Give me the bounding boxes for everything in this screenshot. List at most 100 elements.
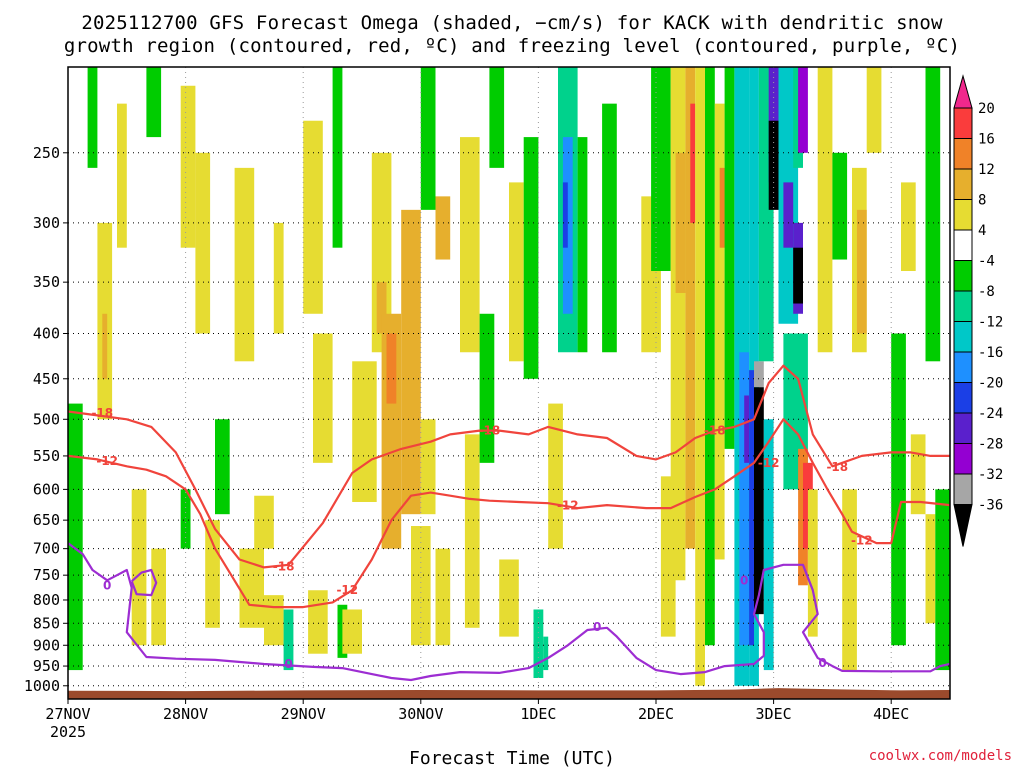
x-tick-label: 4DEC	[873, 705, 909, 723]
y-tick-label: 250	[33, 144, 60, 162]
omega-cell	[754, 387, 764, 615]
omega-cell	[602, 103, 617, 353]
contour-label: -12	[96, 454, 118, 468]
omega-cell	[117, 103, 127, 248]
omega-cell	[499, 559, 519, 637]
omega-cell	[523, 137, 539, 379]
plot-frame	[67, 66, 951, 700]
omega-cell	[180, 85, 196, 248]
omega-cell	[460, 137, 480, 353]
omega-cell	[102, 313, 108, 379]
y-tick-label: 1000	[24, 677, 60, 695]
omega-cell	[342, 609, 362, 654]
contour-label: -18	[826, 460, 848, 474]
y-tick-label: 850	[33, 614, 60, 632]
contour-label: -18	[91, 406, 113, 420]
omega-cell	[768, 120, 779, 210]
omega-cell	[479, 313, 495, 463]
y-tick-label: 700	[33, 540, 60, 558]
contour-label: -12	[336, 583, 358, 597]
omega-cell	[690, 103, 696, 223]
colorbar-swatch	[953, 290, 973, 322]
colorbar-swatch	[953, 321, 973, 353]
omega-cell	[548, 403, 563, 549]
omega-cell	[313, 333, 333, 463]
colorbar-swatch	[953, 138, 973, 170]
colorbar-label: 20	[978, 101, 995, 117]
omega-cell	[817, 67, 833, 353]
omega-cell	[705, 67, 715, 646]
y-axis: 250 300 350 400 450 500 550 600 650 700 750 800 850 9…	[24, 144, 68, 695]
omega-cell	[273, 222, 284, 334]
contour-label: -18	[273, 559, 295, 573]
omega-cell	[754, 361, 764, 388]
omega-cell	[352, 361, 377, 502]
colorbar-label: 16	[978, 132, 995, 148]
omega-cell	[744, 395, 750, 463]
contour-line	[68, 542, 950, 682]
y-tick-label: 550	[33, 447, 60, 465]
terrain-area	[68, 688, 950, 699]
colorbar-label: -12	[978, 315, 1003, 331]
omega-cell	[925, 67, 941, 362]
omega-cell	[420, 419, 436, 515]
omega-cell	[651, 67, 671, 272]
colorbar-label: 12	[978, 162, 995, 178]
contour-layer: -18 -18 -18 -18 -18 -12 -12 -12 -12 -12 0 0 0 0 0	[68, 364, 950, 682]
colorbar-swatch	[953, 382, 973, 414]
omega-cell	[793, 247, 803, 304]
x-tick-label: 3DEC	[756, 705, 792, 723]
x-tick-label: 29NOV	[281, 705, 326, 723]
colorbar-swatch	[953, 199, 973, 231]
omega-cell	[832, 152, 848, 260]
colorbar-label: -24	[978, 406, 1003, 422]
contour-line	[130, 568, 158, 597]
colorbar-label: -4	[978, 254, 995, 270]
credit-text: coolwx.com/models	[868, 748, 1012, 764]
x-tick-label: 2DEC	[638, 705, 674, 723]
chart-subtitle: growth region (contoured, red, ºC) and f…	[63, 35, 961, 57]
omega-cell	[411, 526, 431, 646]
omega-cell	[146, 67, 162, 138]
y-tick-label: 300	[33, 214, 60, 232]
omega-cell	[376, 282, 387, 334]
contour-label: -12	[851, 533, 873, 547]
omega-cell	[724, 67, 735, 449]
omega-cell	[332, 67, 343, 248]
omega-cell	[842, 489, 857, 671]
omega-cell	[562, 182, 568, 248]
colorbar-swatch	[953, 473, 973, 505]
omega-cell	[925, 514, 936, 624]
x-axis: 27NOV 28NOV 29NOV 30NOV 1DEC 2DEC 3DEC 4DEC 2025	[45, 699, 909, 741]
contour-label: 0	[284, 657, 292, 671]
y-tick-label: 650	[33, 511, 60, 529]
omega-cell	[866, 67, 882, 153]
contour-label: -12	[557, 499, 579, 513]
contour-line	[68, 418, 950, 609]
omega-cell	[856, 209, 867, 334]
contour-label: 0	[818, 656, 826, 670]
terrain-surface	[68, 688, 950, 699]
y-tick-label: 600	[33, 480, 60, 498]
omega-cell	[901, 182, 916, 272]
omega-cell	[234, 167, 255, 362]
omega-cell	[180, 489, 191, 549]
y-tick-label: 900	[33, 636, 60, 654]
omega-cell	[254, 495, 274, 549]
omega-cell	[798, 67, 808, 153]
y-tick-label: 500	[33, 410, 60, 428]
colorbar-label: -20	[978, 376, 1003, 392]
omega-cell	[763, 419, 774, 671]
colorbar-swatch	[953, 351, 973, 383]
omega-cell	[489, 67, 505, 168]
omega-cell	[205, 520, 220, 628]
x-tick-label: 1DEC	[520, 705, 556, 723]
omega-cell	[675, 152, 686, 293]
x-year-label: 2025	[50, 723, 86, 741]
omega-cell	[303, 120, 323, 314]
colorbar-arrow-top	[953, 74, 973, 109]
omega-cell	[386, 333, 397, 404]
x-axis-title: Forecast Time (UTC)	[409, 748, 615, 769]
colorbar-swatch	[953, 260, 973, 292]
omega-cell	[509, 182, 524, 362]
